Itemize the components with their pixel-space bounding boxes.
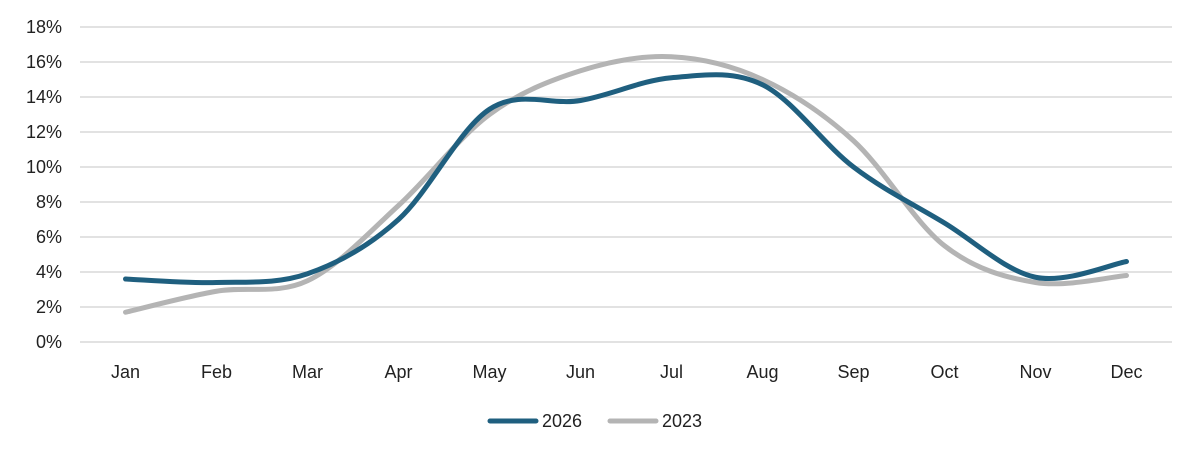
y-tick-label: 2% — [36, 297, 62, 317]
y-tick-label: 12% — [26, 122, 62, 142]
legend-item-2026: 2026 — [487, 411, 582, 431]
y-tick-label: 8% — [36, 192, 62, 212]
x-tick-label: Mar — [292, 362, 323, 382]
x-tick-label: Dec — [1110, 362, 1142, 382]
x-tick-label: Feb — [201, 362, 232, 382]
y-axis-tick-labels: 0% 2% 4% 6% 8% 10% 12% 14% 16% 18% — [26, 17, 62, 352]
x-tick-label: Apr — [384, 362, 412, 382]
series-line-2026 — [123, 72, 1129, 286]
x-tick-label: Aug — [746, 362, 778, 382]
x-tick-label: Jul — [660, 362, 683, 382]
legend: 2026 2023 — [487, 411, 702, 431]
y-tick-label: 6% — [36, 227, 62, 247]
x-tick-label: Oct — [930, 362, 958, 382]
legend-item-2023: 2023 — [607, 411, 702, 431]
series-lines — [123, 54, 1129, 315]
y-tick-label: 4% — [36, 262, 62, 282]
legend-label: 2026 — [542, 411, 582, 431]
y-tick-label: 18% — [26, 17, 62, 37]
y-tick-label: 10% — [26, 157, 62, 177]
y-tick-label: 0% — [36, 332, 62, 352]
x-tick-label: Sep — [837, 362, 869, 382]
series-line-2023 — [123, 54, 1129, 315]
x-tick-label: Jan — [111, 362, 140, 382]
y-tick-label: 14% — [26, 87, 62, 107]
x-tick-label: Jun — [566, 362, 595, 382]
x-tick-label: May — [472, 362, 506, 382]
x-tick-label: Nov — [1019, 362, 1051, 382]
y-tick-label: 16% — [26, 52, 62, 72]
legend-label: 2023 — [662, 411, 702, 431]
x-axis-tick-labels: Jan Feb Mar Apr May Jun Jul Aug Sep Oct Nov Dec — [111, 362, 1143, 382]
gridlines — [80, 26, 1172, 343]
